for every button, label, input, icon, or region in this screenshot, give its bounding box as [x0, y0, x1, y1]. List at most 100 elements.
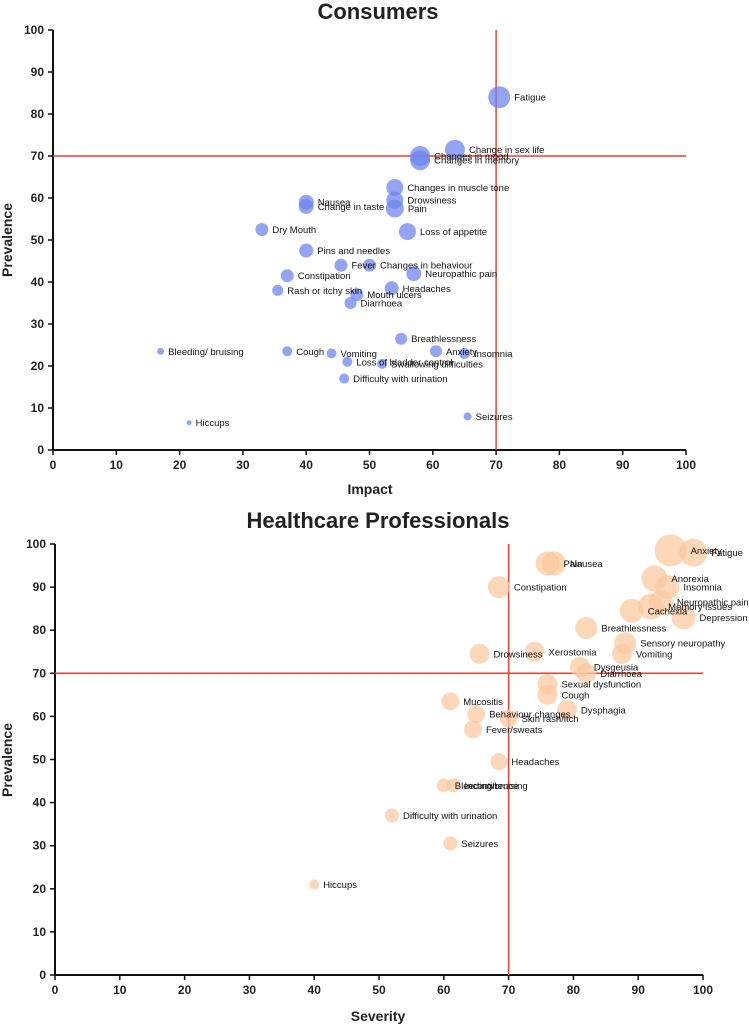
data-label: Drowsiness	[493, 649, 542, 660]
data-label: Pain	[563, 559, 582, 570]
data-point	[282, 346, 293, 357]
plot-area: 0 10 20 30 40 50 60 70 80 90 100 0 10 20 30 40 50 60 70 80 9…	[24, 23, 696, 472]
data-label: Headaches	[403, 284, 451, 295]
plot-area: 0 10 20 30 40 50 60 70 80 90 100 0 10 20 30 40 50 60 70 80 9…	[26, 534, 749, 997]
data-label: Fatigue	[711, 548, 743, 559]
chart-title: Consumers	[317, 0, 438, 24]
data-point	[334, 258, 348, 272]
data-point	[487, 576, 510, 599]
data-label: Pins and needles	[317, 246, 390, 257]
y-tick-label: 10	[31, 401, 45, 415]
data-point	[299, 243, 314, 258]
data-label: Sexual dysfunction	[561, 680, 641, 691]
data-point	[463, 720, 482, 739]
data-label: Constipation	[298, 271, 351, 282]
healthcare-professionals-chart: Healthcare Professionals Severity Preval…	[0, 508, 749, 1024]
data-point	[524, 641, 545, 662]
data-label: Insomnia	[474, 349, 513, 360]
data-label: Headaches	[511, 757, 559, 768]
data-point	[619, 598, 644, 623]
data-label: Memory issues	[668, 602, 732, 613]
data-point	[541, 551, 566, 576]
y-tick-label: 40	[31, 275, 45, 289]
y-tick-label: 50	[33, 753, 47, 767]
data-point	[255, 223, 269, 236]
y-tick-label: 50	[31, 233, 45, 247]
data-point	[386, 191, 404, 209]
x-tick-label: 50	[363, 458, 377, 472]
data-label: Behaviour changes	[489, 710, 571, 721]
x-tick-label: 30	[243, 983, 257, 997]
data-label: Hiccups	[323, 880, 357, 891]
data-point	[298, 198, 314, 214]
data-label: Pain	[408, 204, 427, 215]
data-label: Difficulty with urination	[403, 811, 497, 822]
x-tick-label: 0	[52, 983, 59, 997]
data-label: Loss of bladder control	[356, 357, 452, 368]
x-axis-label: Severity	[351, 1008, 406, 1024]
y-tick-label: 100	[24, 23, 44, 37]
data-label: Cough	[296, 347, 324, 358]
y-tick-label: 10	[33, 925, 47, 939]
y-tick-label: 90	[33, 580, 47, 594]
y-axis-label: Prevalence	[0, 203, 15, 277]
data-point	[436, 778, 451, 793]
data-label: Constipation	[514, 583, 567, 594]
x-tick-label: 0	[50, 458, 57, 472]
data-label: Fever/sweats	[486, 725, 543, 736]
x-tick-label: 40	[300, 458, 314, 472]
data-label: Fatigue	[514, 93, 546, 104]
data-point	[648, 590, 673, 615]
data-point	[406, 266, 422, 282]
data-label: Cachexia	[648, 606, 688, 617]
data-point	[272, 284, 284, 296]
data-label: Bleeding/ bruising	[168, 347, 244, 358]
data-point	[429, 345, 442, 358]
data-point	[575, 617, 598, 640]
data-label: Neuropathic pain	[425, 269, 497, 280]
x-tick-label: 80	[553, 458, 567, 472]
data-label: Drowsiness	[407, 196, 456, 207]
data-point	[186, 420, 192, 426]
x-axis-label: Impact	[347, 481, 392, 497]
data-label: Anorexia	[671, 574, 709, 585]
data-label: Difficulty with urination	[353, 374, 447, 385]
data-label: Insomnia	[683, 583, 722, 594]
data-point	[463, 412, 472, 421]
y-tick-label: 90	[31, 65, 45, 79]
y-tick-label: 70	[31, 149, 45, 163]
consumers-chart: Consumers Impact Prevalence 0 10 20 30 40 50 6…	[0, 0, 696, 497]
data-label: Vomiting	[636, 649, 672, 660]
y-tick-label: 0	[39, 968, 46, 982]
y-tick-label: 20	[31, 359, 45, 373]
data-point	[671, 605, 696, 630]
data-point	[395, 332, 408, 345]
data-point	[339, 373, 350, 384]
data-label: Anxiety	[691, 546, 722, 557]
x-tick-label: 60	[426, 458, 440, 472]
data-label: Mouth ulcers	[367, 290, 422, 301]
data-label: Change in sex life	[469, 145, 545, 156]
x-tick-label: 10	[113, 983, 127, 997]
data-label: Diarrhoea	[600, 669, 642, 680]
data-point	[469, 643, 490, 664]
data-point	[326, 348, 337, 359]
data-label: Dry Mouth	[272, 225, 316, 236]
data-label: Changes in muscle tone	[407, 183, 509, 194]
data-label: Diarrhoea	[361, 299, 403, 310]
data-point	[499, 709, 518, 728]
data-point	[679, 538, 708, 567]
data-label: Swallowing difficulties	[391, 359, 483, 370]
data-label: Hiccups	[196, 418, 230, 429]
data-point	[556, 699, 577, 720]
y-tick-label: 20	[33, 882, 47, 896]
data-label: Depression	[700, 613, 748, 624]
data-label: Bleeding/bruising	[455, 781, 528, 792]
data-label: Skin rash/itch	[522, 714, 579, 725]
data-label: Breathlessness	[411, 334, 476, 345]
y-tick-label: 70	[33, 666, 47, 680]
data-point	[309, 879, 320, 890]
data-point	[490, 753, 508, 771]
data-point	[612, 643, 632, 664]
data-point	[398, 223, 416, 241]
